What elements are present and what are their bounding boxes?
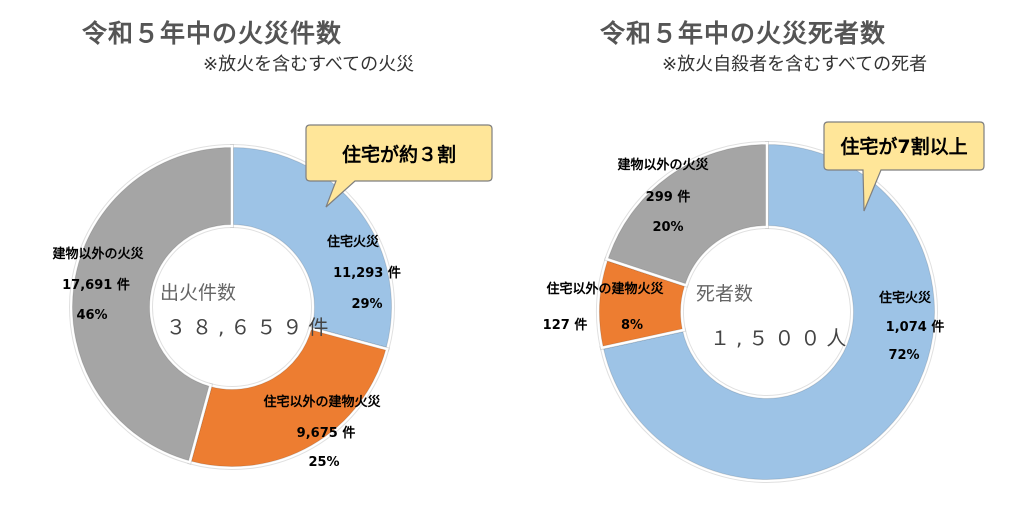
donut-chart: 出火件数 ３８,６５９件 住宅が約３割 住宅火災 11,293 件 29% 住宅… (52, 124, 493, 470)
chart-title: 令和５年中の火災死者数 (600, 19, 887, 48)
slice-value-non-building: 17,691 件 (62, 277, 130, 293)
center-value: ３８,６５９件 (166, 315, 334, 339)
slice-label-non-building: 建物以外の火災 (52, 246, 144, 262)
slice-pct-housing: 72% (888, 348, 919, 363)
slice-pct-non-building: 20% (652, 220, 683, 235)
slice-pct-housing: 29% (351, 297, 382, 312)
donut-slices (69, 143, 395, 470)
slice-value-other-building: 9,675 件 (297, 425, 356, 441)
chart-subtitle: ※放火を含むすべての火災 (203, 54, 415, 75)
donut-slice-gap-other-building (188, 326, 389, 469)
center-label: 出火件数 (160, 282, 236, 304)
center-value: １,５００人 (710, 326, 852, 350)
center-label: 死者数 (696, 283, 753, 305)
donut-slice-gap-non-building (70, 144, 233, 464)
chart-subtitle: ※放火自殺者を含むすべての死者 (662, 54, 928, 75)
slice-value-housing: 1,074 件 (886, 319, 945, 335)
donut-chart: 死者数 １,５００人 住宅が7割以上 住宅火災 1,074 件 72% 住宅以外… (543, 121, 985, 483)
fire-count-panel: 令和５年中の火災件数 ※放火を含むすべての火災 出火件数 ３８,６５９件 住宅が… (52, 19, 493, 470)
slice-label-housing: 住宅火災 (327, 234, 380, 250)
donut-slice-gap-housing (600, 141, 937, 482)
slice-value-non-building: 299 件 (646, 189, 691, 205)
slice-label-housing: 住宅火災 (879, 290, 932, 306)
callout-text: 住宅が約３割 (342, 143, 456, 166)
fire-deaths-panel: 令和５年中の火災死者数 ※放火自殺者を含むすべての死者 死者数 １,５００人 住… (518, 0, 1036, 506)
slice-label-other-building: 住宅以外の建物火災 (546, 281, 664, 297)
slice-label-non-building: 建物以外の火災 (617, 157, 709, 173)
slice-label-other-building: 住宅以外の建物火災 (263, 394, 381, 410)
chart-title: 令和５年中の火災件数 (82, 19, 343, 48)
callout-bubble (305, 124, 493, 208)
donut-slice-gap-non-building (605, 141, 768, 287)
slice-value-housing: 11,293 件 (333, 265, 401, 281)
slice-value-other-building: 127 件 (543, 317, 588, 333)
donut-slices (596, 140, 938, 483)
callout-text: 住宅が7割以上 (840, 135, 967, 158)
callout-bubble (823, 121, 985, 212)
slice-pct-other-building: 8% (621, 318, 643, 333)
slice-pct-non-building: 46% (76, 308, 107, 323)
slice-pct-other-building: 25% (308, 455, 339, 470)
